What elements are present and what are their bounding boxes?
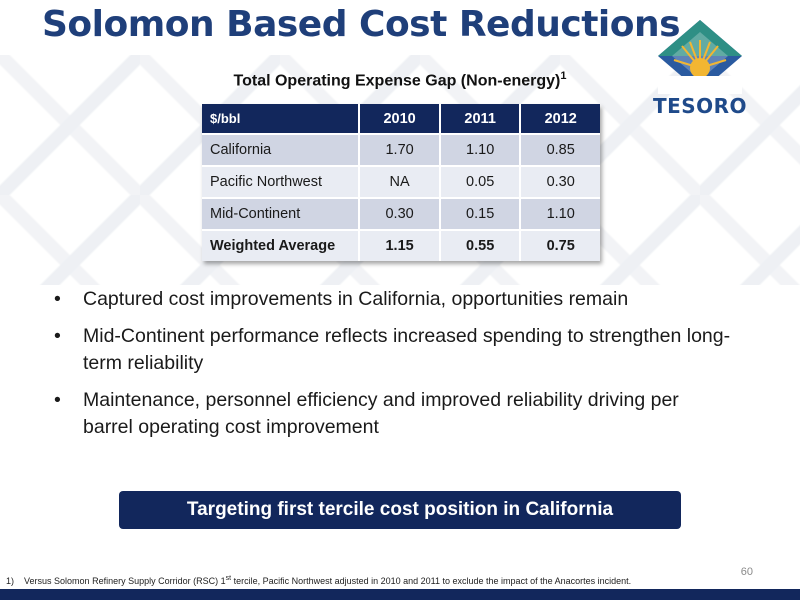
bullet-text: Maintenance, personnel efficiency and im… [83, 389, 679, 438]
bullet-dot: • [54, 389, 61, 411]
table-cell: 1.70 [359, 133, 441, 166]
table-cell: 1.10 [439, 133, 522, 166]
table-cell: 0.15 [439, 197, 522, 230]
bullet-text: Captured cost improvements in California… [83, 288, 629, 310]
table-cell: 0.30 [520, 165, 600, 198]
table-row: California 1.70 1.10 0.85 [202, 133, 600, 166]
table-row: Mid-Continent 0.30 0.15 1.10 [202, 197, 600, 230]
column-header: 2012 [520, 104, 600, 134]
banner-text: Targeting first tercile cost position in… [186, 499, 614, 520]
table-row: Pacific Northwest NA 0.05 0.30 [202, 165, 600, 198]
bullet-item: • Maintenance, personnel efficiency and i… [52, 387, 732, 441]
bullet-dot: • [54, 288, 61, 310]
table-title: Total Operating Expense Gap (Non-energy)… [233, 70, 567, 90]
bottom-bar [0, 589, 800, 600]
callout-banner: Targeting first tercile cost position in… [119, 491, 681, 529]
table-cell: 0.05 [439, 165, 522, 198]
row-label: Weighted Average [202, 229, 361, 261]
table-cell: 0.85 [520, 133, 600, 166]
table-cell: 0.30 [359, 197, 441, 230]
row-label: Mid-Continent [202, 197, 361, 230]
row-label: Pacific Northwest [202, 165, 361, 198]
bullet-list: • Captured cost improvements in Californi… [52, 286, 732, 451]
column-header: $/bbl [202, 104, 361, 134]
table-total-row: Weighted Average 1.15 0.55 0.75 [202, 229, 600, 261]
tesoro-diamond-icon [658, 20, 742, 94]
table-cell: 1.10 [520, 197, 600, 230]
table-cell: NA [359, 165, 441, 198]
bullet-item: • Captured cost improvements in Californi… [52, 286, 732, 313]
table-cell: 0.75 [520, 229, 600, 261]
table-header-row: $/bbl 2010 2011 2012 [202, 104, 600, 134]
column-header: 2011 [439, 104, 522, 134]
slide-title: Solomon Based Cost Reductions [42, 4, 681, 45]
logo-wordmark: TESORO [652, 94, 748, 118]
table-cell: 0.55 [439, 229, 522, 261]
tesoro-logo: TESORO [648, 18, 752, 128]
row-label: California [202, 133, 361, 166]
footnote: 1) Versus Solomon Refinery Supply Corrid… [6, 575, 632, 586]
table-cell: 1.15 [359, 229, 441, 261]
bullet-dot: • [54, 325, 61, 347]
bullet-item: • Mid-Continent performance reflects incr… [52, 323, 732, 377]
opex-gap-table: $/bbl 2010 2011 2012 California 1.70 1.1… [202, 104, 600, 261]
page-number: 60 [740, 566, 753, 578]
bullet-text: Mid-Continent performance reflects incre… [83, 325, 731, 374]
column-header: 2010 [359, 104, 441, 134]
